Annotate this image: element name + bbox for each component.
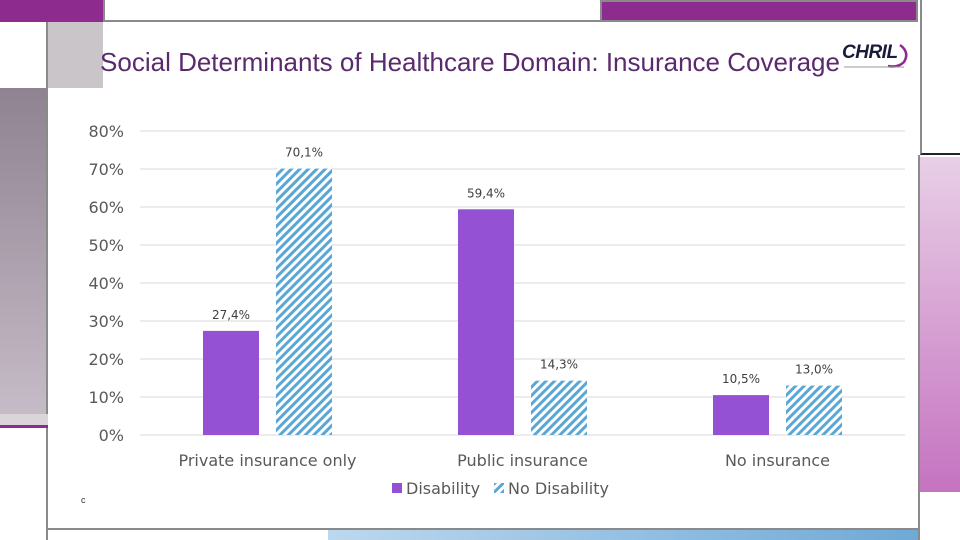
category-label: Public insurance: [457, 451, 588, 470]
bottom-line: [48, 528, 918, 530]
top-right-purple-bar: [600, 0, 918, 22]
right-border-line: [918, 155, 920, 540]
chart-title: Social Determinants of Healthcare Domain…: [100, 47, 840, 77]
y-tick-label: 80%: [88, 122, 124, 141]
legend-swatch-no-disability: [494, 483, 504, 493]
left-accent-line: [0, 414, 48, 428]
data-label: 13,0%: [795, 363, 833, 377]
top-left-purple-bar: [0, 0, 103, 22]
bar-disability: [203, 330, 259, 435]
y-tick-label: 20%: [88, 350, 124, 369]
left-border-line: [46, 22, 48, 540]
bottom-blue-strip: [328, 530, 918, 540]
left-gradient-panel: [0, 88, 48, 416]
data-label: 59,4%: [467, 186, 505, 200]
data-label: 10,5%: [722, 372, 760, 386]
y-tick-label: 70%: [88, 160, 124, 179]
top-right-corner: [920, 0, 960, 155]
y-tick-label: 50%: [88, 236, 124, 255]
logo-wordmark: CHRIL: [842, 42, 898, 63]
bar-no-disability: [276, 168, 332, 435]
category-label: No insurance: [725, 451, 830, 470]
legend-label-no-disability: No Disability: [508, 479, 609, 498]
y-tick-label: 10%: [88, 388, 124, 407]
legend-swatch-disability: [392, 483, 402, 493]
y-tick-label: 30%: [88, 312, 124, 331]
right-pink-panel: [920, 157, 960, 492]
bar-disability: [713, 395, 769, 435]
y-tick-label: 0%: [99, 426, 124, 445]
legend-label-disability: Disability: [406, 479, 480, 498]
bar-no-disability: [531, 380, 587, 435]
category-label: Private insurance only: [178, 451, 356, 470]
bar-disability: [458, 209, 514, 435]
y-tick-label: 40%: [88, 274, 124, 293]
logo-swoosh-icon: [844, 43, 908, 68]
bar-no-disability: [786, 385, 842, 435]
data-label: 70,1%: [285, 146, 323, 160]
y-tick-label: 60%: [88, 198, 124, 217]
top-line: [103, 0, 600, 22]
data-label: 27,4%: [212, 308, 250, 322]
footnote: c: [81, 495, 86, 505]
left-gray-panel: [48, 22, 103, 88]
chril-logo: CHRIL: [842, 42, 912, 72]
data-label: 14,3%: [540, 358, 578, 372]
